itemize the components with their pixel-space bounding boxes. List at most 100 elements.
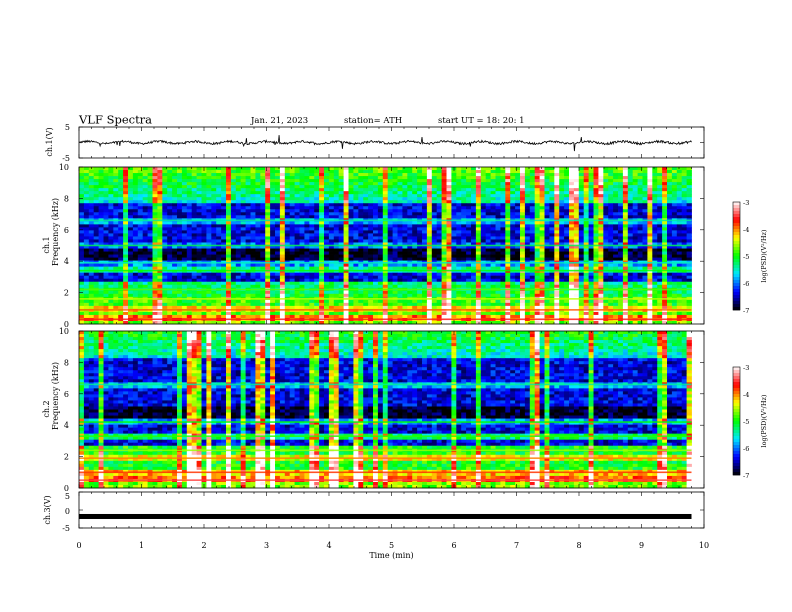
spectrogram-cell (137, 275, 144, 280)
spectrogram-cell (230, 266, 237, 271)
spectrogram-cell (279, 188, 286, 192)
spectrogram-cell (446, 245, 452, 249)
spectrogram-cell (480, 215, 487, 219)
spectrogram-cell (250, 209, 256, 213)
spectrogram-cell (618, 194, 624, 198)
spectrogram-cell (431, 185, 438, 189)
spectrogram-cell (348, 167, 354, 171)
spectrogram-cell (431, 182, 438, 186)
spectrogram-cell (441, 179, 447, 183)
spectrogram-cell (544, 209, 550, 213)
spectrogram-cell (314, 233, 320, 237)
spectrogram-cell (475, 215, 482, 219)
spectrogram-cell (373, 233, 379, 237)
spectrogram-cell (417, 272, 423, 277)
spectrogram-cell (392, 206, 398, 210)
spectrogram-cell (377, 266, 384, 271)
spectrogram-cell (132, 227, 139, 231)
spectrogram-cell (475, 278, 482, 283)
spectrogram-cell (358, 251, 364, 255)
spectrogram-cell (240, 251, 246, 255)
spectrogram-cell (510, 212, 516, 216)
spectrogram-cell (196, 242, 202, 246)
spectrogram-cell (608, 200, 614, 204)
spectrogram-cell (250, 173, 256, 177)
spectrogram-cell (216, 242, 222, 246)
spectrogram-cell (426, 182, 433, 186)
spectrogram-cell (657, 176, 663, 180)
spectrogram-cell (353, 167, 359, 171)
spectrogram-cell (392, 242, 398, 246)
spectrogram-cell (441, 221, 447, 225)
spectrogram-cell (417, 215, 423, 219)
spectrogram-cell (275, 197, 281, 201)
spectrogram-cell (407, 236, 413, 240)
spectrogram-cell (657, 251, 663, 255)
spectrogram-cell (289, 242, 295, 246)
spectrogram-cell (671, 239, 678, 243)
spectrogram-cell (353, 182, 359, 186)
spectrogram-cell (191, 272, 197, 277)
spectrogram-cell (167, 248, 173, 252)
spectrogram-cell (299, 251, 305, 255)
spectrogram-cell (529, 254, 536, 258)
spectrogram-cell (426, 227, 433, 231)
spectrogram-cell (147, 275, 153, 280)
spectrogram-cell (407, 167, 413, 171)
spectrogram-cell (583, 233, 589, 237)
spectrogram-cell (255, 239, 261, 243)
spectrogram-cell (480, 194, 487, 198)
spectrogram-cell (270, 173, 276, 177)
spectrogram-cell (279, 266, 286, 271)
spectrogram-cell (382, 248, 389, 252)
spectrogram-cell (466, 209, 472, 213)
spectrogram-cell (226, 167, 232, 171)
spectrogram-cell (294, 236, 300, 240)
spectrogram-cell (618, 275, 624, 280)
ch1-waveform-ylabel: ch.1(V) (45, 127, 54, 156)
spectrogram-cell (88, 206, 95, 210)
spectrogram-cell (647, 185, 653, 189)
spectrogram-cell (446, 236, 452, 240)
spectrogram-cell (368, 242, 374, 246)
spectrogram-cell (549, 191, 555, 195)
spectrogram-cell (402, 266, 408, 271)
spectrogram-cell (230, 275, 237, 280)
spectrogram-cell (245, 266, 251, 271)
spectrogram-cell (500, 200, 506, 204)
spectrogram-cell (647, 248, 653, 252)
spectrogram-cell (240, 272, 246, 277)
spectrogram-cell (186, 173, 193, 177)
spectrogram-cell (309, 230, 315, 234)
spectrogram-cell (613, 236, 619, 240)
spectrogram-cell (196, 224, 202, 228)
spectrogram-cell (446, 185, 452, 189)
spectrogram-cell (93, 203, 99, 207)
spectrogram-cell (392, 200, 398, 204)
spectrogram-cell (490, 272, 496, 277)
spectrogram-cell (289, 215, 295, 219)
spectrogram-cell (392, 230, 398, 234)
spectrogram-cell (206, 182, 212, 186)
spectrogram-cell (88, 272, 95, 277)
spectrogram-cell (681, 230, 687, 234)
spectrogram-cell (221, 200, 227, 204)
spectrogram-cell (142, 272, 148, 277)
spectrogram-cell (132, 254, 139, 258)
spectrogram-cell (304, 209, 310, 213)
spectrogram-cell (554, 257, 560, 261)
spectrogram-cell (328, 266, 335, 271)
spectrogram-cell (647, 206, 653, 210)
spectrogram-cell (265, 266, 271, 271)
spectrogram-cell (456, 254, 462, 258)
spectrogram-cell (377, 173, 384, 177)
spectrogram-cell (642, 206, 648, 210)
spectrogram-cell (196, 191, 202, 195)
spectrogram-cell (578, 212, 585, 216)
spectrogram-cell (157, 257, 163, 261)
spectrogram-cell (549, 230, 555, 234)
spectrogram-cell (186, 251, 193, 255)
spectrogram-cell (79, 233, 85, 237)
spectrogram-cell (377, 206, 384, 210)
